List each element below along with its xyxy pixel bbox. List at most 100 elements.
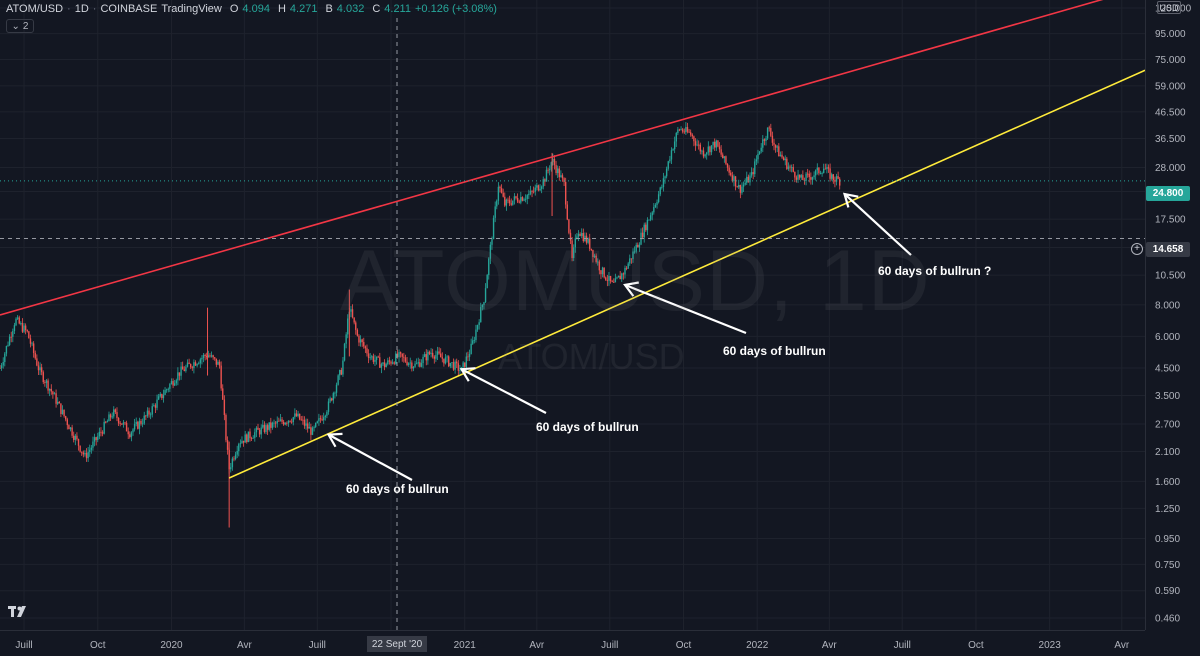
candle-body: [326, 411, 328, 416]
candle-body: [755, 159, 758, 162]
candle-body: [236, 451, 238, 455]
candle-body: [109, 414, 112, 418]
candle-body: [122, 422, 125, 425]
candle-body: [165, 389, 168, 391]
candle-body: [278, 420, 280, 422]
candle-body: [696, 144, 698, 146]
candle-body: [518, 201, 520, 203]
support-trendline: [228, 69, 1146, 479]
candle-body: [691, 134, 693, 137]
candle-body: [16, 317, 19, 319]
candle-body: [50, 388, 52, 392]
candle-body: [246, 434, 248, 443]
candle-body: [262, 424, 264, 428]
annotation-arrow-head: [842, 192, 859, 208]
candle-body: [119, 423, 121, 425]
candle-body: [154, 405, 157, 408]
candle-body: [313, 426, 315, 428]
candle-body: [292, 417, 294, 423]
candle-body: [733, 176, 735, 182]
candle-body: [649, 215, 652, 220]
candle-body: [279, 419, 282, 421]
candle-body: [218, 361, 221, 366]
candle-body: [779, 154, 782, 157]
candle-body: [148, 410, 150, 415]
candle-body: [502, 192, 504, 197]
candle-body: [754, 161, 756, 175]
candle-body: [258, 429, 261, 435]
candle-body: [146, 410, 149, 417]
candle-body: [188, 362, 190, 365]
candle-body: [71, 427, 73, 436]
candle-body: [287, 420, 290, 424]
candle-body: [18, 317, 20, 324]
candle-body: [263, 424, 266, 432]
candle-body: [436, 351, 439, 355]
add-alert-icon[interactable]: +: [1131, 243, 1143, 255]
candle-body: [93, 437, 96, 442]
candle-body: [89, 449, 91, 452]
candle-body: [573, 247, 575, 259]
currency-button[interactable]: USD: [1157, 1, 1181, 14]
symbol-name[interactable]: ATOM/USD: [6, 3, 64, 15]
candle-body: [439, 353, 442, 358]
candle-body: [0, 365, 3, 369]
candle-body: [113, 409, 115, 417]
candle-body: [284, 422, 286, 425]
candle-body: [768, 127, 770, 129]
candle-body: [606, 279, 609, 281]
candle-body: [345, 334, 347, 344]
candle-body: [5, 346, 8, 354]
candle-body: [475, 329, 477, 340]
candle-body: [419, 362, 421, 367]
candle-body: [149, 414, 152, 416]
candle-body: [454, 361, 456, 370]
candle-body: [204, 354, 206, 357]
candle-body: [524, 198, 527, 200]
candle-body: [26, 330, 28, 332]
candle-body: [234, 454, 237, 460]
candle-body: [446, 356, 448, 358]
candle-body: [406, 361, 408, 365]
candle-body: [776, 146, 778, 148]
candle-body: [121, 423, 123, 425]
indicator-count: 2: [22, 20, 29, 32]
candle-body: [822, 168, 825, 173]
candle-body: [762, 139, 764, 148]
candle-body: [786, 158, 788, 169]
candle-body: [760, 147, 762, 152]
candle-body: [448, 356, 450, 367]
candle-body: [736, 186, 738, 188]
candle-body: [329, 398, 331, 402]
candle-body: [265, 425, 267, 432]
candle-body: [63, 409, 65, 417]
candle-body: [699, 144, 702, 152]
candle-body: [784, 158, 786, 161]
candle-body: [702, 150, 705, 157]
indicator-collapse-button[interactable]: ⌄ 2: [6, 19, 34, 33]
candle-body: [302, 419, 304, 421]
candle-body: [465, 356, 468, 367]
candle-body: [686, 127, 689, 132]
candle-body: [654, 204, 657, 207]
candle-body: [537, 185, 540, 191]
candle-body: [90, 447, 93, 450]
candle-body: [635, 244, 637, 252]
candle-body: [13, 325, 16, 331]
candle-body: [839, 178, 841, 186]
candle-body: [818, 167, 820, 174]
candle-body: [273, 422, 275, 424]
candle-body: [643, 224, 645, 238]
candle-body: [369, 357, 371, 359]
candle-body: [249, 431, 251, 439]
annotation-arrow-head: [459, 367, 476, 382]
candle-body: [430, 352, 432, 354]
chart-watermark: ATOMUSD, 1D: [340, 233, 931, 329]
candle-body: [69, 427, 72, 430]
interval-label[interactable]: 1D: [74, 3, 89, 15]
candle-body: [21, 323, 24, 332]
candle-body: [486, 275, 488, 289]
candle-body: [56, 401, 59, 404]
candle-body: [2, 362, 4, 366]
